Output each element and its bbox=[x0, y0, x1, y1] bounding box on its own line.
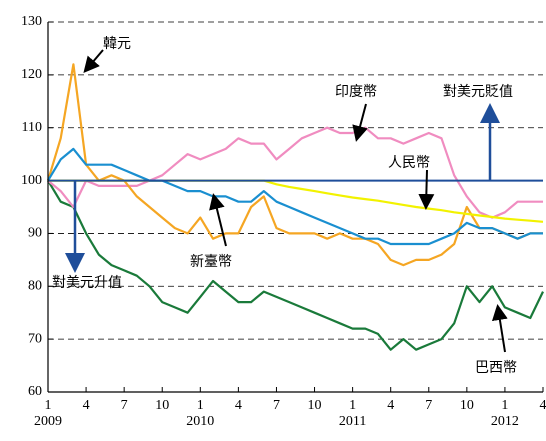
x-tick-label: 10 bbox=[460, 398, 474, 413]
annotation: 對美元升值 bbox=[52, 275, 122, 291]
y-tick-label: 100 bbox=[21, 173, 42, 188]
x-tick-label: 4 bbox=[235, 398, 242, 413]
x-tick-label: 4 bbox=[387, 398, 394, 413]
x-year-label: 2011 bbox=[339, 414, 366, 429]
arrow bbox=[83, 49, 104, 74]
arrow bbox=[209, 193, 227, 247]
plot-area: 60 70 80 90 100 110 120 130 1 4 7 10 1 4 7 10 1 4 7 10 1 4 200… bbox=[21, 14, 546, 429]
annotation: 巴西幣 bbox=[475, 360, 517, 376]
y-tick-label: 80 bbox=[28, 279, 42, 294]
annotation: 韓元 bbox=[103, 36, 131, 52]
x-tick-label: 1 bbox=[45, 398, 52, 413]
series-line bbox=[47, 180, 544, 351]
arrow bbox=[418, 169, 435, 210]
y-tick-label: 70 bbox=[28, 331, 42, 346]
x-tick-label: 10 bbox=[155, 398, 169, 413]
y-tick-label: 120 bbox=[21, 67, 42, 82]
x-tick-label: 1 bbox=[197, 398, 204, 413]
arrow bbox=[491, 304, 508, 353]
annotation: 人民幣 bbox=[388, 155, 430, 171]
y-tick-label: 90 bbox=[28, 226, 42, 241]
annotation: 對美元貶值 bbox=[443, 84, 513, 100]
annotation: 新臺幣 bbox=[190, 254, 232, 270]
y-tick-label: 60 bbox=[28, 384, 42, 399]
x-year-label: 2012 bbox=[491, 414, 519, 429]
x-year-label: 2010 bbox=[186, 414, 214, 429]
x-tick-label: 7 bbox=[425, 398, 432, 413]
x-tick-label: 4 bbox=[83, 398, 90, 413]
arrow bbox=[352, 103, 368, 142]
x-tick-label: 10 bbox=[308, 398, 322, 413]
x-tick-label: 1 bbox=[501, 398, 508, 413]
series-line bbox=[46, 63, 543, 267]
y-tick-label: 130 bbox=[21, 14, 42, 29]
annotation: 印度幣 bbox=[335, 84, 377, 100]
x-year-label: 2009 bbox=[34, 414, 62, 429]
y-tick-label: 110 bbox=[22, 120, 42, 135]
series-line bbox=[47, 126, 543, 219]
label-bg bbox=[98, 34, 142, 54]
x-tick-label: 7 bbox=[121, 398, 128, 413]
x-tick-label: 7 bbox=[273, 398, 280, 413]
series-line bbox=[47, 147, 543, 246]
x-tick-label: 1 bbox=[349, 398, 356, 413]
x-tick-label: 4 bbox=[540, 398, 546, 413]
annotations: 韓元 印度幣 對美元貶值 人民幣 新臺幣 對美元升值 巴西幣 bbox=[52, 34, 517, 376]
